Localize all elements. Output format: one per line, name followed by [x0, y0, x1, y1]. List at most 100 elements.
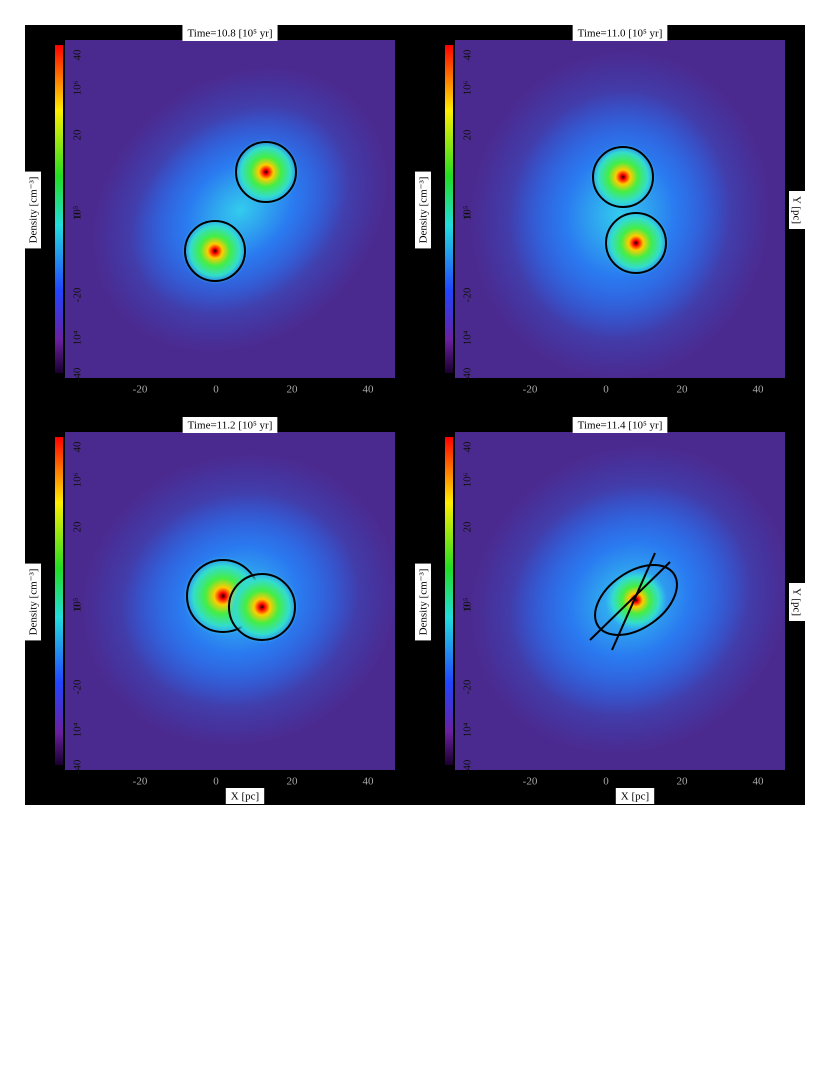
y-tick-label: 0	[72, 212, 84, 218]
panel-title-box	[572, 417, 668, 433]
x-tick-label: 40	[753, 384, 765, 396]
core-outline	[184, 220, 246, 282]
y-tick-label: -40	[462, 759, 474, 774]
y-tick-label: 20	[72, 129, 84, 141]
panel-title: Time=10.8 [10⁵ yr]	[182, 25, 278, 41]
y-tick-label: -20	[72, 679, 84, 694]
y-axis-label-box	[789, 191, 805, 229]
y-tick-label: -20	[72, 287, 84, 302]
y-tick-label: 40	[462, 49, 474, 61]
colorbar-label: Density [cm⁻³]	[415, 563, 431, 641]
y-axis-label: Y [pc]	[790, 196, 802, 224]
colorbar-label: Density [cm⁻³]	[418, 569, 430, 636]
x-tick-label: -20	[133, 384, 148, 396]
x-tick-label: 40	[753, 776, 765, 788]
x-axis-label: X [pc]	[225, 788, 265, 804]
colorbar-label: Density [cm⁻³]	[25, 563, 41, 641]
colorbar-label: Density [cm⁻³]	[25, 171, 41, 249]
core-outline	[594, 564, 678, 636]
colorbar-tick-label: 10⁶	[462, 80, 474, 95]
panel-title-box	[182, 417, 278, 433]
y-axis-label: Y [pc]	[790, 588, 802, 616]
colorbar-label: Density [cm⁻³]	[28, 177, 40, 244]
dense-core	[225, 570, 299, 644]
colorbar-label-box	[25, 563, 41, 641]
x-axis-label: X [pc]	[615, 788, 655, 804]
x-axis-label: X [pc]	[621, 791, 649, 803]
panel-title: Time=11.4 [10⁵ yr]	[578, 420, 663, 432]
x-tick-label: -20	[523, 384, 538, 396]
panel-title-box	[182, 25, 278, 41]
core-outline	[605, 212, 667, 274]
colorbar	[445, 437, 453, 765]
x-tick-label: 0	[603, 384, 609, 396]
x-tick-label: 40	[363, 384, 375, 396]
colorbar-tick-label: 10⁴	[462, 330, 474, 345]
colorbar	[55, 437, 63, 765]
x-tick-label: -20	[523, 776, 538, 788]
y-tick-label: 0	[462, 212, 474, 218]
x-tick-label: 20	[677, 384, 689, 396]
x-tick-label: 0	[213, 776, 219, 788]
y-tick-label: 20	[72, 521, 84, 533]
colorbar-tick-label: 10⁵	[462, 205, 474, 220]
colorbar-label-box	[415, 171, 431, 249]
x-axis-label-box	[225, 788, 265, 804]
x-axis-label: X [pc]	[231, 791, 259, 803]
x-tick-label: 0	[213, 384, 219, 396]
y-tick-label: -40	[462, 367, 474, 382]
y-axis-label: Y [pc]	[789, 583, 805, 621]
dense-core	[233, 139, 299, 205]
colorbar-tick-label: 10⁵	[72, 205, 84, 220]
core-outline	[228, 573, 296, 641]
core-outline	[235, 141, 297, 203]
panel-title: Time=11.0 [10⁵ yr]	[578, 28, 663, 40]
panel-title: Time=11.2 [10⁵ yr]	[188, 420, 273, 432]
dense-core	[603, 210, 669, 276]
colorbar-tick-label: 10⁶	[72, 80, 84, 95]
y-tick-label: 0	[462, 604, 474, 610]
x-tick-label: -20	[133, 776, 148, 788]
axis-line	[611, 552, 656, 651]
y-axis-label-box	[789, 583, 805, 621]
colorbar-tick-label: 10⁴	[72, 722, 84, 737]
panel-title-box	[572, 25, 668, 41]
colorbar-tick-label: 10⁴	[72, 330, 84, 345]
colorbar-tick-label: 10⁵	[462, 597, 474, 612]
y-tick-label: 20	[462, 521, 474, 533]
y-tick-label: -20	[462, 287, 474, 302]
y-tick-label: 40	[72, 441, 84, 453]
panel-title: Time=11.0 [10⁵ yr]	[572, 25, 668, 41]
colorbar-tick-label: 10⁵	[72, 597, 84, 612]
x-tick-label: 20	[287, 776, 299, 788]
dense-core	[605, 569, 667, 631]
y-axis-label: Y [pc]	[789, 191, 805, 229]
x-tick-label: 20	[677, 776, 689, 788]
colorbar	[55, 45, 63, 373]
colorbar-tick-label: 10⁶	[462, 472, 474, 487]
dense-core	[182, 218, 248, 284]
colorbar-tick-label: 10⁶	[72, 472, 84, 487]
y-tick-label: -40	[72, 367, 84, 382]
colorbar-tick-label: 10⁴	[462, 722, 474, 737]
y-tick-label: -40	[72, 759, 84, 774]
colorbar-label-box	[25, 171, 41, 249]
y-tick-label: 40	[72, 49, 84, 61]
y-tick-label: 40	[462, 441, 474, 453]
colorbar-label-box	[415, 563, 431, 641]
y-tick-label: 0	[72, 604, 84, 610]
x-tick-label: 40	[363, 776, 375, 788]
y-tick-label: 20	[462, 129, 474, 141]
panel-title: Time=11.4 [10⁵ yr]	[572, 417, 668, 433]
axis-line	[589, 561, 671, 641]
colorbar	[445, 45, 453, 373]
x-tick-label: 20	[287, 384, 299, 396]
x-tick-label: 0	[603, 776, 609, 788]
core-outline	[592, 146, 654, 208]
y-tick-label: -20	[462, 679, 474, 694]
colorbar-label: Density [cm⁻³]	[418, 177, 430, 244]
colorbar-label: Density [cm⁻³]	[415, 171, 431, 249]
panel-title: Time=11.2 [10⁵ yr]	[182, 417, 278, 433]
dense-core	[590, 144, 656, 210]
